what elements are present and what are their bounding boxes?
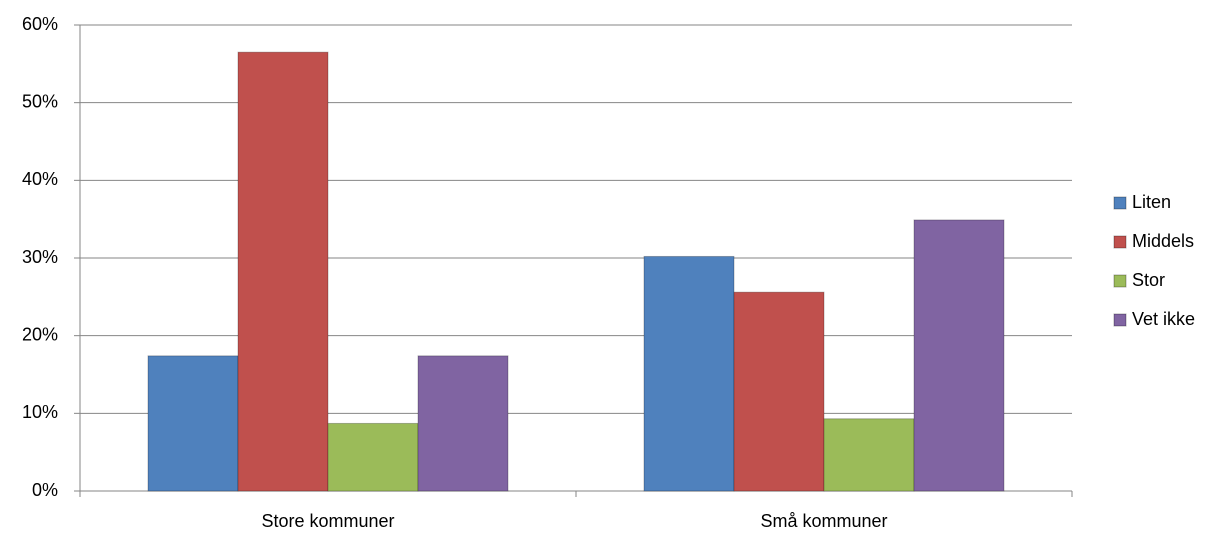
- bar: [147, 355, 239, 492]
- legend-label: Liten: [1132, 192, 1171, 212]
- legend-label: Middels: [1132, 231, 1194, 251]
- y-tick-label: 10%: [22, 402, 58, 422]
- bar: [733, 291, 825, 492]
- y-tick-label: 40%: [22, 169, 58, 189]
- bar: [237, 51, 329, 492]
- y-tick-label: 0%: [32, 480, 58, 500]
- bar: [913, 219, 1005, 492]
- legend-swatch: [1113, 313, 1127, 327]
- y-tick-label: 20%: [22, 324, 58, 344]
- bar: [417, 355, 509, 492]
- x-tick-label: Små kommuner: [760, 511, 887, 531]
- y-tick-label: 50%: [22, 91, 58, 111]
- bar: [643, 255, 735, 492]
- bar: [823, 418, 915, 492]
- legend-label: Stor: [1132, 270, 1165, 290]
- legend-swatch: [1113, 235, 1127, 249]
- y-tick-label: 30%: [22, 247, 58, 267]
- x-tick-label: Store kommuner: [261, 511, 394, 531]
- y-tick-label: 60%: [22, 14, 58, 34]
- legend-swatch: [1113, 196, 1127, 210]
- legend-label: Vet ikke: [1132, 309, 1195, 329]
- legend-swatch: [1113, 274, 1127, 288]
- bar: [327, 422, 419, 492]
